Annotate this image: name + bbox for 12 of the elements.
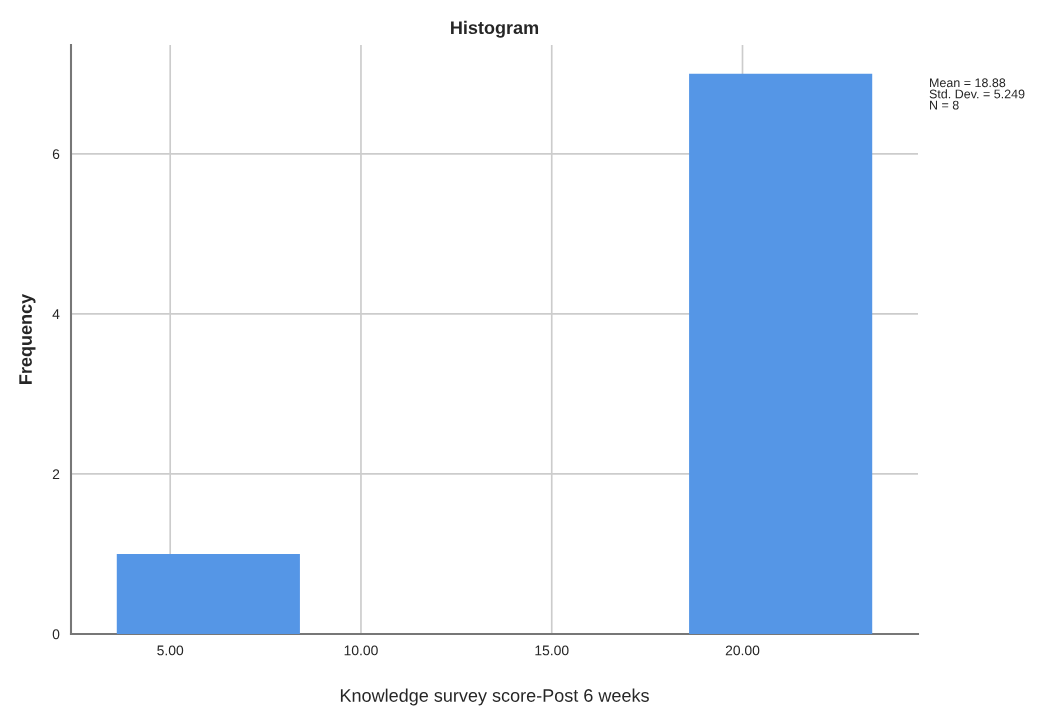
y-tick-label: 2 bbox=[52, 469, 60, 479]
y-tick-label: 0 bbox=[52, 629, 60, 640]
y-tick-label: 6 bbox=[52, 149, 60, 160]
chart-title: Histogram bbox=[451, 20, 539, 38]
x-tick-label: 15.00 bbox=[535, 645, 569, 656]
y-axis-title: Frequency bbox=[19, 293, 36, 384]
text: Mean = 18.88 Std. Dev. = 5.249 N = 8 bbox=[929, 78, 1025, 110]
y-tick-label: 4 bbox=[52, 309, 60, 319]
x-tick-label: 5.00 bbox=[157, 645, 184, 656]
x-axis-title: Knowledge survey score-Post 6 weeks bbox=[340, 688, 649, 706]
x-tick-label: 20.00 bbox=[725, 645, 760, 656]
x-tick-label: 10.00 bbox=[344, 645, 378, 656]
